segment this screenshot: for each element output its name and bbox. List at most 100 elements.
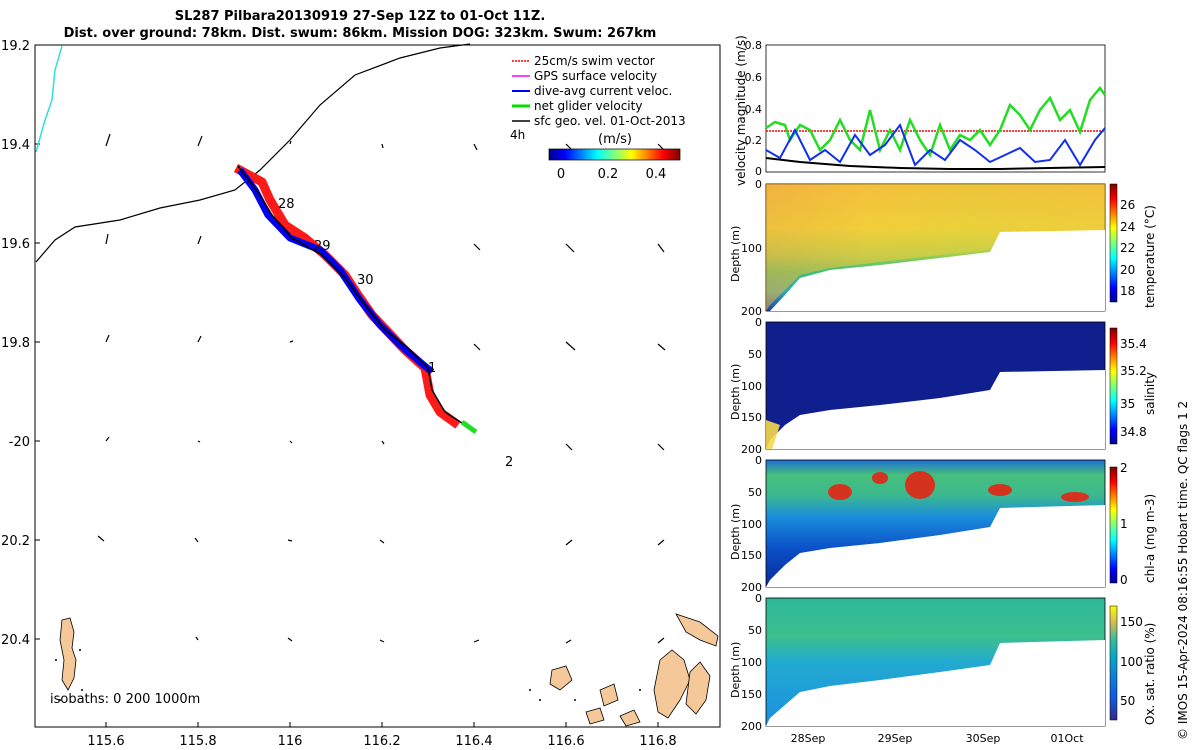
day-label: 1: [428, 361, 436, 376]
svg-text:20: 20: [1120, 263, 1135, 277]
dive-avg-velocity-series: [765, 122, 1106, 167]
svg-text:200: 200: [741, 305, 762, 318]
svg-text:35: 35: [1120, 397, 1135, 411]
svg-text:01Oct: 01Oct: [1050, 732, 1084, 745]
lat-tick: 20.2: [1, 534, 30, 549]
legend-label: dive-avg current veloc.: [534, 84, 672, 98]
svg-text:150: 150: [1120, 615, 1143, 629]
lon-tick: 115.8: [179, 734, 216, 749]
velocity-ylabel: velocity magnitude (m/s): [734, 35, 748, 186]
svg-text:26: 26: [1120, 198, 1135, 212]
svg-text:35.4: 35.4: [1120, 337, 1147, 351]
svg-text:150: 150: [741, 411, 762, 424]
svg-text:100: 100: [1120, 655, 1143, 669]
lon-tick-labels: 115.6 115.8 116 116.2 116.4 116.6 116.8: [87, 734, 676, 749]
chla-ylabel: Depth (m): [729, 503, 742, 560]
svg-text:1: 1: [1120, 517, 1128, 531]
oxygen-cbar-label: Ox. sat. ratio (%): [1143, 622, 1157, 725]
temperature-colorbar: [1109, 183, 1118, 303]
salinity-ylabel: Depth (m): [729, 363, 742, 420]
svg-text:0: 0: [1120, 573, 1128, 587]
svg-text:50: 50: [748, 624, 762, 637]
svg-text:50: 50: [748, 348, 762, 361]
lat-tick: 19.8: [1, 336, 30, 351]
svg-text:0: 0: [755, 178, 762, 191]
svg-text:50: 50: [1120, 694, 1135, 708]
map-legend: 25cm/s swim vector GPS surface velocity …: [510, 54, 686, 142]
temperature-cbar-label: temperature (°C): [1143, 205, 1157, 308]
lat-tick: 20.4: [1, 633, 30, 648]
net-velocity-series: [765, 85, 1107, 158]
colorbar-unit: (m/s): [598, 132, 632, 147]
footer-credit: © IMOS 15-Apr-2024 08:16:55 Hobart time.…: [1176, 400, 1190, 740]
velocity-yticks: 0.8 0.6 0.4 0.2 0: [745, 39, 763, 178]
svg-text:100: 100: [741, 656, 762, 669]
lon-tick: 116.8: [639, 734, 676, 749]
chla-cbar-label: chl-a (mg m-3): [1143, 493, 1157, 583]
svg-text:30Sep: 30Sep: [966, 732, 1001, 745]
lat-tick-labels: 19.2 19.4 19.6 19.8 -20 20.2 20.4: [1, 39, 30, 648]
lon-tick: 115.6: [87, 734, 124, 749]
svg-text:100: 100: [741, 242, 762, 255]
colorbar-tick: 0: [557, 167, 565, 182]
legend-label: 25cm/s swim vector: [534, 54, 655, 68]
oxygen-ylabel: Depth (m): [729, 641, 742, 698]
svg-text:34.8: 34.8: [1120, 425, 1147, 439]
svg-text:0.4: 0.4: [745, 103, 763, 116]
hours-label: 4h: [510, 128, 525, 142]
date-ticks: 28Sep 29Sep 30Sep 01Oct: [791, 732, 1085, 745]
svg-text:200: 200: [741, 443, 762, 456]
colorbar-ticks: 26 24 22 20 18 35.4 35.2 35 34.8 2 1 0 1…: [1120, 198, 1147, 708]
legend-label: GPS surface velocity: [534, 69, 657, 83]
plot-title-line2: Dist. over ground: 78km. Dist. swum: 86k…: [63, 26, 657, 41]
lat-tick: -20: [9, 435, 30, 450]
sfc-velocity-series: [765, 157, 1106, 170]
coastline: [59, 613, 719, 727]
svg-text:150: 150: [741, 688, 762, 701]
svg-text:0: 0: [755, 592, 762, 605]
lon-tick: 116: [278, 734, 303, 749]
svg-text:0: 0: [755, 165, 762, 178]
legend-label: net glider velocity: [534, 99, 642, 113]
svg-text:150: 150: [741, 549, 762, 562]
isobaths-legend: isobaths: 0 200 1000m: [50, 692, 200, 707]
coastline-dots: [55, 649, 641, 701]
lon-tick: 116.6: [547, 734, 584, 749]
svg-text:24: 24: [1120, 220, 1135, 234]
net-glider-velocity-track: [460, 419, 478, 435]
lat-tick: 19.2: [1, 39, 30, 54]
svg-text:200: 200: [741, 720, 762, 733]
svg-text:200: 200: [741, 581, 762, 594]
oxygen-colorbar: [1109, 605, 1118, 721]
svg-text:0: 0: [755, 454, 762, 467]
svg-text:2: 2: [1120, 461, 1128, 475]
svg-text:100: 100: [741, 518, 762, 531]
day-label: 2: [505, 455, 513, 470]
chla-colorbar: [1109, 466, 1118, 584]
svg-text:0: 0: [755, 316, 762, 329]
plot-title-line1: SL287 Pilbara20130919 27-Sep 12Z to 01-O…: [174, 9, 546, 24]
lon-tick: 116.2: [363, 734, 400, 749]
lat-tick: 19.6: [1, 237, 30, 252]
svg-text:35.2: 35.2: [1120, 364, 1147, 378]
day-label: 28: [278, 197, 295, 212]
speed-colorbar: [548, 148, 681, 161]
depth-yticks: 0 100 200 0 50 100 150 200 0 50 100 150 …: [741, 178, 762, 733]
dive-avg-current-track: [237, 167, 435, 375]
salinity-cbar-label: salinity: [1143, 371, 1157, 415]
day-labels: 28 29 30 1 2: [278, 197, 513, 470]
svg-text:0.2: 0.2: [745, 134, 763, 147]
colorbar-tick: 0.4: [646, 167, 667, 182]
temperature-ylabel: Depth (m): [729, 225, 742, 282]
lat-tick: 19.4: [1, 138, 30, 153]
svg-text:28Sep: 28Sep: [791, 732, 826, 745]
salinity-colorbar: [1109, 327, 1118, 445]
glider-path: [237, 165, 476, 433]
legend-label: sfc geo. vel. 01-Oct-2013: [534, 114, 686, 128]
svg-text:50: 50: [748, 486, 762, 499]
colorbar-tick: 0.2: [598, 167, 619, 182]
svg-text:0.8: 0.8: [745, 39, 763, 52]
chla-highlights: [828, 471, 1089, 502]
day-label: 29: [314, 239, 331, 254]
velocity-arrow-field: [97, 133, 666, 644]
